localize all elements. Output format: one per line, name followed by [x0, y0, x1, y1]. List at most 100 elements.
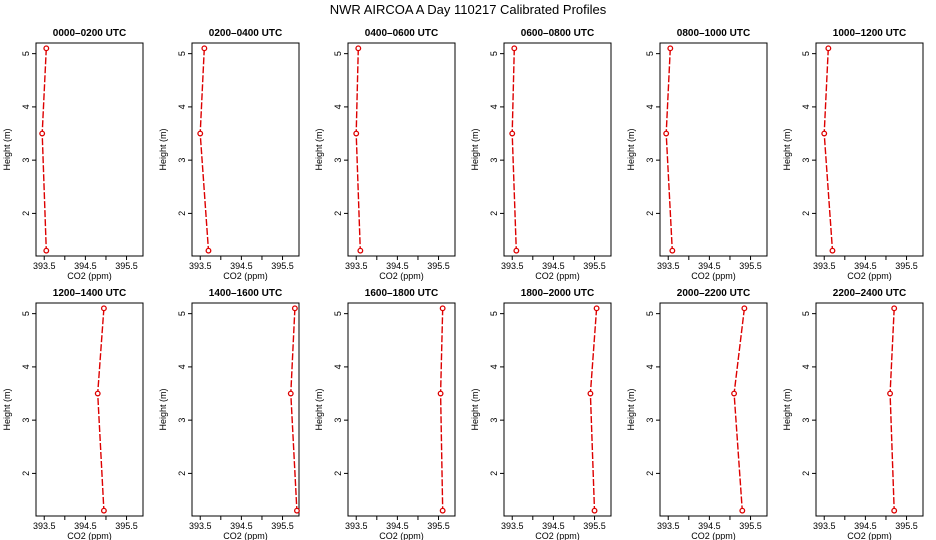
panel-title: 2200–2400 UTC — [833, 288, 906, 299]
data-point — [731, 390, 738, 397]
y-tick-label: 5 — [21, 51, 31, 56]
profile-panel: 2200–2400 UTC 393.5 394.5 395.5 2 3 4 5 CO2 (ppm… — [782, 288, 924, 540]
y-tick-label: 3 — [645, 418, 655, 423]
panel-title: 1400–1600 UTC — [209, 288, 282, 299]
y-tick-label: 5 — [333, 51, 343, 56]
y-axis-label: Height (m) — [470, 128, 480, 170]
x-tick-label: 395.5 — [427, 521, 450, 531]
y-axis-label: Height (m) — [314, 388, 324, 430]
x-axis-label: CO2 (ppm) — [67, 271, 112, 281]
x-tick-label: 393.5 — [813, 521, 836, 531]
plot-frame — [347, 302, 456, 517]
y-tick-label: 4 — [801, 364, 811, 369]
x-tick-label: 393.5 — [189, 261, 212, 271]
plot-frame — [659, 42, 768, 257]
profile-panel: 0200–0400 UTC 393.5 394.5 395.5 2 3 4 5 CO2 (ppm… — [158, 28, 300, 281]
panel-title: 0400–0600 UTC — [365, 28, 438, 39]
data-point — [511, 45, 518, 52]
x-axis-label: CO2 (ppm) — [535, 271, 580, 281]
x-tick-label: 395.5 — [115, 261, 138, 271]
series-line — [355, 48, 361, 251]
panel-title: 0600–0800 UTC — [521, 28, 594, 39]
y-tick-label: 3 — [801, 158, 811, 163]
data-point — [513, 247, 520, 254]
x-tick-label: 393.5 — [33, 261, 56, 271]
y-tick-label: 4 — [489, 364, 499, 369]
x-tick-label: 394.5 — [854, 521, 877, 531]
plot-frame — [659, 302, 768, 517]
x-axis-label: CO2 (ppm) — [847, 531, 892, 540]
profile-panel: 1200–1400 UTC 393.5 394.5 395.5 2 3 4 5 CO2 (ppm… — [2, 288, 144, 540]
y-tick-label: 4 — [645, 364, 655, 369]
x-tick-label: 394.5 — [698, 521, 721, 531]
y-tick-label: 2 — [801, 211, 811, 216]
series-line — [439, 308, 444, 511]
plot-frame — [191, 302, 300, 517]
data-point — [353, 130, 360, 137]
y-axis-label: Height (m) — [782, 128, 792, 170]
x-tick-label: 394.5 — [386, 261, 409, 271]
series-line — [665, 48, 673, 251]
y-tick-label: 4 — [21, 364, 31, 369]
y-tick-label: 4 — [177, 364, 187, 369]
panel-title: 0000–0200 UTC — [53, 28, 126, 39]
panel-title: 1800–2000 UTC — [521, 288, 594, 299]
data-point — [739, 507, 746, 514]
data-point — [100, 507, 107, 514]
plot-frame — [191, 42, 300, 257]
data-point — [39, 130, 46, 137]
data-point — [43, 45, 50, 52]
profile-panel: 1600–1800 UTC 393.5 394.5 395.5 2 3 4 5 CO2 (ppm… — [314, 288, 456, 540]
plot-frame — [35, 302, 144, 517]
data-point — [891, 305, 898, 312]
y-tick-label: 3 — [21, 158, 31, 163]
y-axis-label: Height (m) — [626, 128, 636, 170]
panel-grid: 0000–0200 UTC 393.5 394.5 395.5 2 3 4 5 CO2 (ppm… — [2, 28, 924, 540]
series-line — [290, 308, 298, 511]
y-tick-label: 5 — [177, 51, 187, 56]
plot-frame — [815, 42, 924, 257]
x-tick-label: 393.5 — [657, 261, 680, 271]
y-tick-label: 5 — [489, 51, 499, 56]
data-point — [197, 130, 204, 137]
data-point — [100, 305, 107, 312]
x-tick-label: 394.5 — [74, 261, 97, 271]
panel-title: 0200–0400 UTC — [209, 28, 282, 39]
y-tick-label: 3 — [333, 158, 343, 163]
data-point — [357, 247, 364, 254]
y-tick-label: 5 — [801, 311, 811, 316]
x-tick-label: 393.5 — [33, 521, 56, 531]
data-point — [439, 305, 446, 312]
x-tick-label: 393.5 — [345, 521, 368, 531]
x-axis-label: CO2 (ppm) — [67, 531, 112, 540]
profile-panel: 2000–2200 UTC 393.5 394.5 395.5 2 3 4 5 CO2 (ppm… — [626, 288, 768, 540]
y-tick-label: 2 — [333, 471, 343, 476]
data-point — [355, 45, 362, 52]
x-tick-label: 394.5 — [74, 521, 97, 531]
x-axis-label: CO2 (ppm) — [535, 531, 580, 540]
y-tick-label: 3 — [801, 418, 811, 423]
figure-title: NWR AIRCOA A Day 110217 Calibrated Profi… — [330, 2, 607, 17]
data-point — [587, 390, 594, 397]
x-axis-label: CO2 (ppm) — [379, 531, 424, 540]
y-axis-label: Height (m) — [2, 128, 12, 170]
y-tick-label: 2 — [489, 471, 499, 476]
profile-panel: 0600–0800 UTC 393.5 394.5 395.5 2 3 4 5 CO2 (ppm… — [470, 28, 612, 281]
y-tick-label: 3 — [489, 418, 499, 423]
panel-title: 1200–1400 UTC — [53, 288, 126, 299]
profile-panel: 1400–1600 UTC 393.5 394.5 395.5 2 3 4 5 CO2 (ppm… — [158, 288, 300, 540]
y-tick-label: 5 — [489, 311, 499, 316]
y-tick-label: 5 — [645, 311, 655, 316]
data-point — [669, 247, 676, 254]
y-tick-label: 2 — [21, 471, 31, 476]
y-axis-label: Height (m) — [158, 388, 168, 430]
y-tick-label: 3 — [177, 418, 187, 423]
x-tick-label: 393.5 — [345, 261, 368, 271]
y-tick-label: 2 — [333, 211, 343, 216]
y-axis-label: Height (m) — [2, 388, 12, 430]
series-line — [41, 48, 47, 251]
x-axis-label: CO2 (ppm) — [847, 271, 892, 281]
x-tick-label: 394.5 — [230, 521, 253, 531]
data-point — [829, 247, 836, 254]
series-line — [823, 48, 834, 251]
